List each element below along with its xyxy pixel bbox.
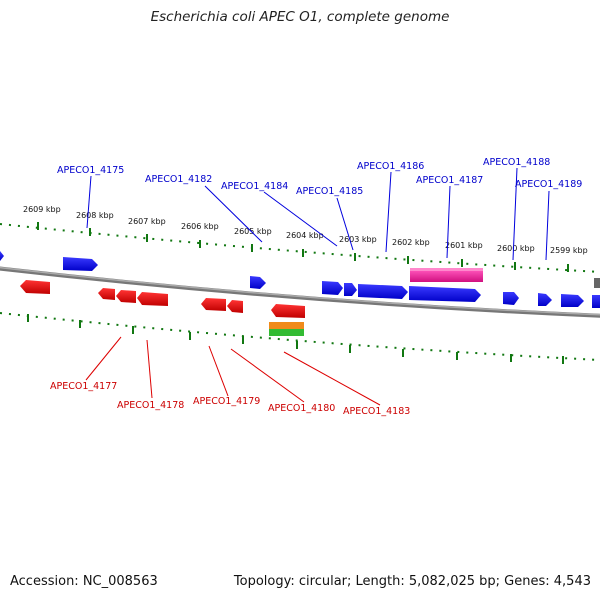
gene-arrow-forward[interactable] bbox=[409, 286, 481, 302]
gene-arrow-forward[interactable] bbox=[322, 281, 343, 295]
kbp-label-2602: 2602 kbp bbox=[392, 238, 430, 247]
kbp-label-2603: 2603 kbp bbox=[339, 235, 377, 244]
gene-label-4175[interactable]: APECO1_4175 bbox=[57, 165, 124, 176]
gene-arrow-reverse[interactable] bbox=[116, 290, 136, 303]
kbp-label-2599: 2599 kbp bbox=[550, 246, 588, 255]
gene-label-4180[interactable]: APECO1_4180 bbox=[268, 403, 335, 414]
kbp-scale-labels: 2609 kbp 2608 kbp 2607 kbp 2606 kbp 2605… bbox=[23, 205, 588, 255]
gene-label-4184[interactable]: APECO1_4184 bbox=[221, 181, 288, 192]
top-gene-labels: APECO1_4175 APECO1_4182 APECO1_4184 APEC… bbox=[57, 157, 582, 197]
gene-arrow-forward[interactable] bbox=[250, 276, 266, 289]
gene-label-4185[interactable]: APECO1_4185 bbox=[296, 186, 363, 197]
kbp-label-2601: 2601 kbp bbox=[445, 241, 483, 250]
feature-green[interactable] bbox=[269, 329, 304, 336]
gene-arrow-reverse[interactable] bbox=[98, 288, 115, 300]
gene-label-4187[interactable]: APECO1_4187 bbox=[416, 175, 483, 186]
gene-arrow-forward[interactable] bbox=[0, 251, 4, 261]
gene-arrow-forward[interactable] bbox=[561, 294, 584, 307]
bottom-callout-lines bbox=[85, 336, 381, 406]
gene-arrow-forward[interactable] bbox=[592, 295, 600, 308]
bottom-major-ticks bbox=[27, 314, 564, 364]
gene-arrow-forward[interactable] bbox=[538, 293, 552, 306]
gene-label-4179[interactable]: APECO1_4179 bbox=[193, 396, 260, 407]
kbp-label-2606: 2606 kbp bbox=[181, 222, 219, 231]
feature-orange[interactable] bbox=[269, 322, 304, 329]
gene-arrow-forward[interactable] bbox=[503, 292, 519, 305]
gene-label-4178[interactable]: APECO1_4178 bbox=[117, 400, 184, 411]
gene-arrow-forward[interactable] bbox=[63, 257, 98, 271]
bottom-gene-labels: APECO1_4177 APECO1_4178 APECO1_4179 APEC… bbox=[50, 381, 410, 417]
gene-label-4177[interactable]: APECO1_4177 bbox=[50, 381, 117, 392]
accession-text: Accession: NC_008563 bbox=[10, 574, 158, 589]
kbp-label-2609: 2609 kbp bbox=[23, 205, 61, 214]
gene-arrow-reverse[interactable] bbox=[20, 280, 50, 294]
gene-label-4182[interactable]: APECO1_4182 bbox=[145, 174, 212, 185]
gene-box-gray[interactable] bbox=[594, 278, 600, 288]
gene-label-4189[interactable]: APECO1_4189 bbox=[515, 179, 582, 190]
gene-arrow-forward[interactable] bbox=[344, 283, 357, 296]
top-callout-lines bbox=[86, 167, 550, 261]
kbp-label-2608: 2608 kbp bbox=[76, 211, 114, 220]
bottom-tick-track bbox=[0, 312, 600, 361]
gene-label-4188[interactable]: APECO1_4188 bbox=[483, 157, 550, 168]
gene-arrow-forward[interactable] bbox=[358, 284, 408, 299]
genome-backbone bbox=[0, 266, 600, 318]
gene-arrow-reverse[interactable] bbox=[137, 292, 168, 306]
top-major-ticks bbox=[37, 222, 569, 272]
highlighted-gene[interactable] bbox=[410, 270, 483, 282]
kbp-label-2605: 2605 kbp bbox=[234, 227, 272, 236]
reverse-strand-genes bbox=[20, 280, 305, 318]
forward-strand-genes bbox=[0, 251, 600, 308]
gene-arrow-reverse[interactable] bbox=[227, 300, 243, 313]
kbp-label-2607: 2607 kbp bbox=[128, 217, 166, 226]
gene-arrow-reverse[interactable] bbox=[271, 304, 305, 318]
kbp-label-2600: 2600 kbp bbox=[497, 244, 535, 253]
genome-title: Escherichia coli APEC O1, complete genom… bbox=[150, 9, 450, 25]
gene-label-4183[interactable]: APECO1_4183 bbox=[343, 406, 410, 417]
gene-label-4186[interactable]: APECO1_4186 bbox=[357, 161, 424, 172]
kbp-label-2604: 2604 kbp bbox=[286, 231, 324, 240]
gene-arrow-reverse[interactable] bbox=[201, 298, 226, 311]
genome-summary: Topology: circular; Length: 5,082,025 bp… bbox=[233, 574, 591, 589]
